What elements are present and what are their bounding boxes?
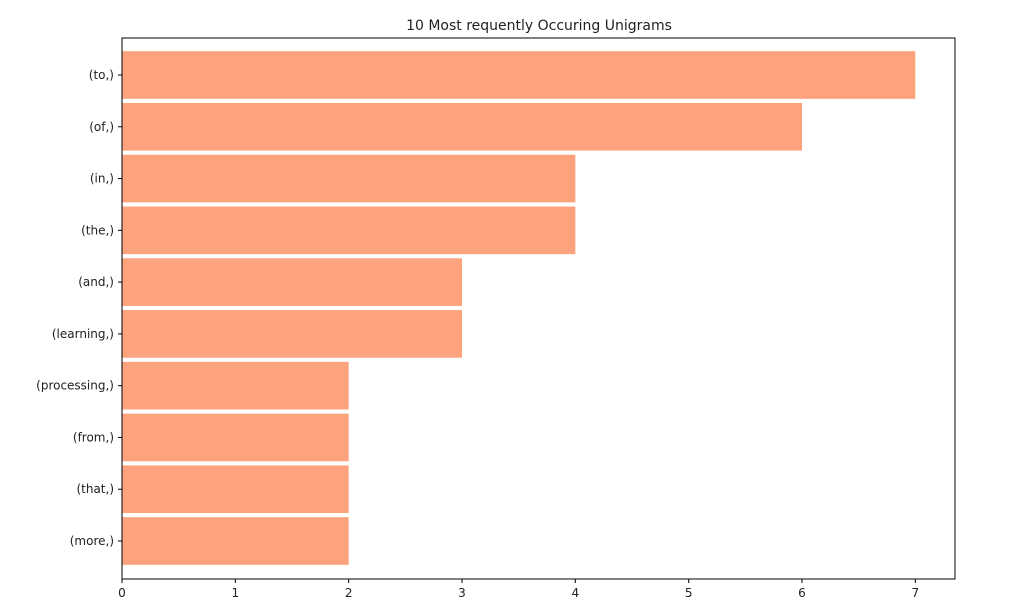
- bar: [122, 102, 802, 151]
- bar: [122, 361, 349, 410]
- plot-frame: [121, 37, 956, 580]
- y-tick-label: (the,): [81, 223, 114, 237]
- x-tick-label: 0: [118, 586, 126, 600]
- x-tick-label: 7: [912, 586, 920, 600]
- y-tick-label: (from,): [73, 430, 114, 444]
- x-tick-label: 4: [572, 586, 580, 600]
- y-tick-label: (to,): [89, 68, 114, 82]
- bar: [122, 413, 349, 462]
- y-tick-label: (processing,): [36, 379, 114, 393]
- y-tick-label: (and,): [78, 275, 114, 289]
- x-tick-label: 3: [458, 586, 466, 600]
- chart-title: 10 Most requently Occuring Unigrams: [406, 18, 672, 34]
- y-tick-label: (in,): [90, 172, 114, 186]
- bar: [122, 154, 576, 203]
- bar: [122, 206, 576, 255]
- bar: [122, 465, 349, 514]
- bar: [122, 51, 916, 99]
- y-tick-label: (that,): [76, 482, 114, 496]
- y-tick-label: (learning,): [52, 327, 114, 341]
- x-axis-ticks: 0 1 2 3 4 5 6 7: [118, 579, 919, 600]
- y-tick-label: (more,): [70, 534, 114, 548]
- bar: [122, 258, 462, 306]
- x-tick-label: 2: [345, 586, 353, 600]
- x-tick-label: 6: [798, 586, 806, 600]
- y-tick-label: (of,): [89, 120, 114, 134]
- bars-layer: [122, 51, 916, 565]
- x-tick-label: 5: [685, 586, 693, 600]
- y-axis-ticks: (to,) (of,) (in,) (the,) (and,) (learning,) (p…: [36, 68, 122, 548]
- bar: [122, 517, 349, 565]
- bar: [122, 310, 462, 358]
- x-tick-label: 1: [232, 586, 240, 600]
